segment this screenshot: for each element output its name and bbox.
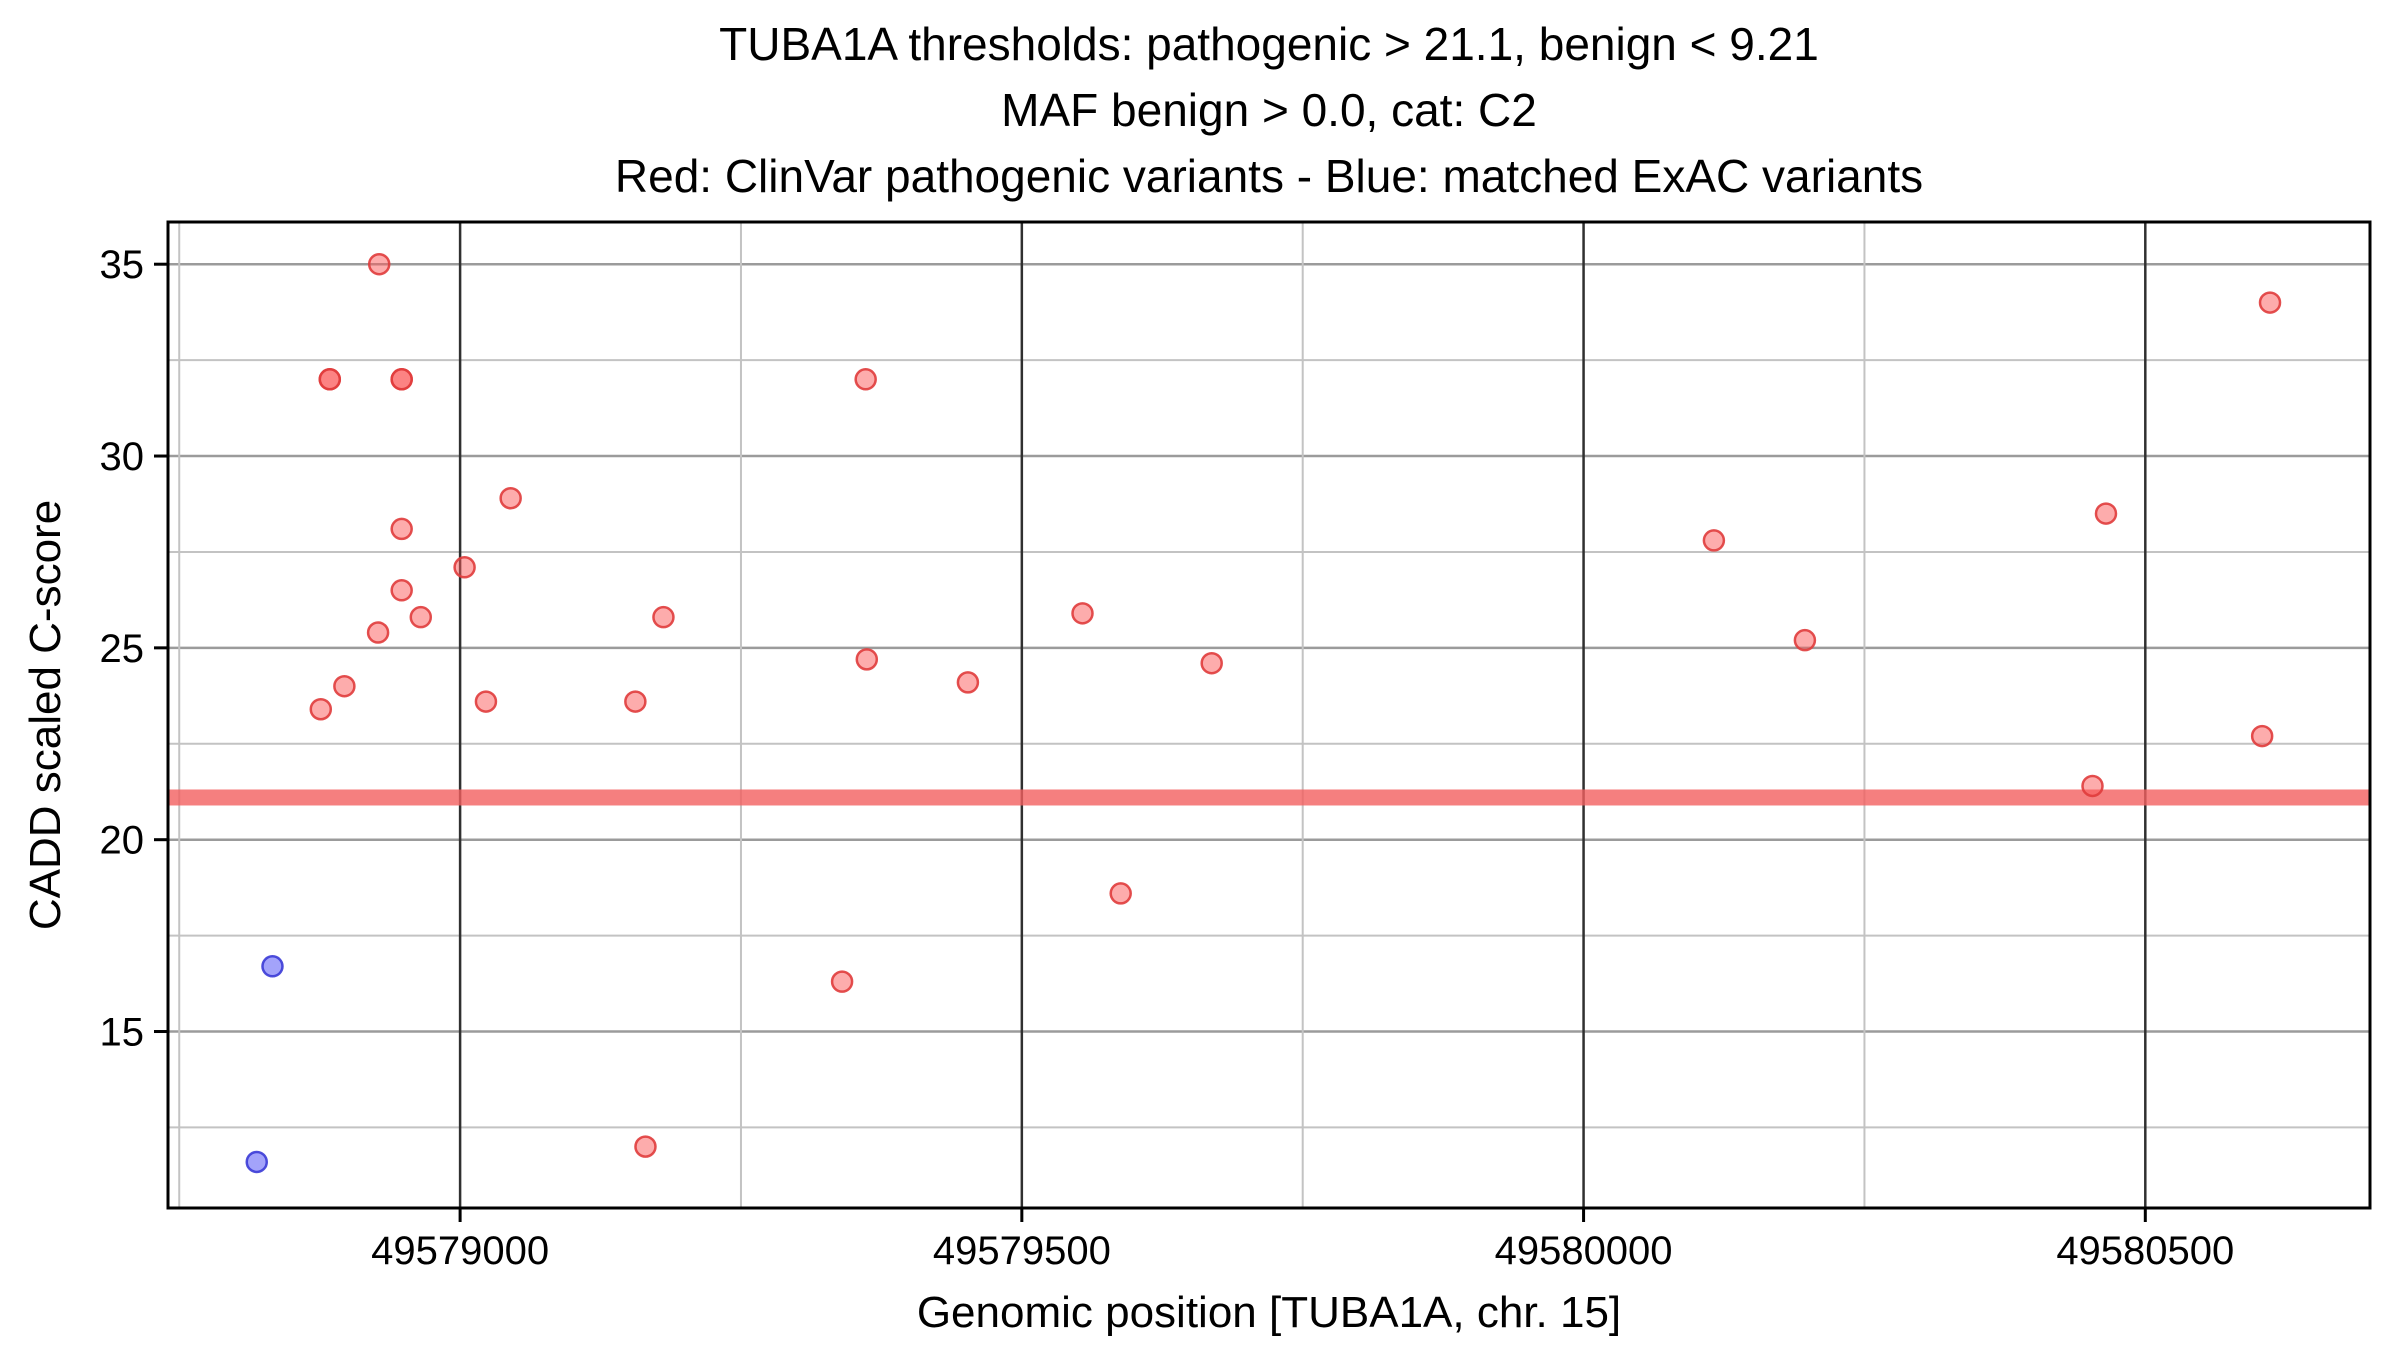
y-tick-label: 25 [100,627,145,671]
chart-title-line-1: TUBA1A thresholds: pathogenic > 21.1, be… [719,18,1819,70]
x-tick-label: 49579000 [371,1229,549,1273]
pathogenic-data-point [2258,291,2282,314]
chart-title-line-3: Red: ClinVar pathogenic variants - Blue:… [614,150,1924,202]
chart-title-line-2: MAF benign > 0.0, cat: C2 [1001,84,1537,136]
pathogenic-data-point [367,252,391,276]
pathogenic-data-point [1200,651,1223,675]
pathogenic-data-point [854,368,877,391]
y-tick-label: 35 [100,243,145,287]
pathogenic-data-point [1793,628,1817,652]
y-tick-label: 30 [100,435,145,479]
exac-data-point [261,955,284,978]
exac-data-point [245,1150,269,1174]
pathogenic-data-point [318,368,342,391]
pathogenic-data-point [956,671,980,694]
plot-panel [168,222,2370,1208]
pathogenic-data-point [474,690,498,713]
pathogenic-data-point [309,697,333,721]
y-axis-label: CADD scaled C-score [21,499,70,931]
pathogenic-data-point [624,690,647,713]
pathogenic-data-point [390,579,413,602]
x-tick-label: 49580500 [2056,1229,2234,1273]
x-tick-label: 49580000 [1495,1229,1673,1273]
pathogenic-data-point [1071,602,1094,625]
x-tick-label: 49579500 [933,1229,1111,1273]
pathogenic-data-point [409,605,433,629]
pathogenic-data-point [830,970,854,993]
pathogenic-data-point [499,486,522,510]
pathogenic-data-point [1702,529,1726,552]
pathogenic-data-point [1109,882,1132,905]
pathogenic-data-point [453,556,476,579]
plot-border [166,220,2372,1210]
pathogenic-data-point [366,621,390,644]
pathogenic-data-point [2094,502,2118,525]
pathogenic-data-point [634,1135,657,1158]
pathogenic-data-point [390,368,413,391]
pathogenic-data-point [855,648,879,671]
pathogenic-data-point [333,674,356,698]
pathogenic-data-point [2081,774,2104,798]
pathogenic-threshold-band [168,789,2370,806]
x-axis-label: Genomic position [TUBA1A, chr. 15] [916,1288,1622,1337]
pathogenic-data-point [390,517,413,541]
y-tick-label: 20 [100,819,145,863]
pathogenic-data-point [652,605,675,629]
y-tick-label: 15 [100,1011,145,1055]
pathogenic-data-point [2250,724,2274,748]
